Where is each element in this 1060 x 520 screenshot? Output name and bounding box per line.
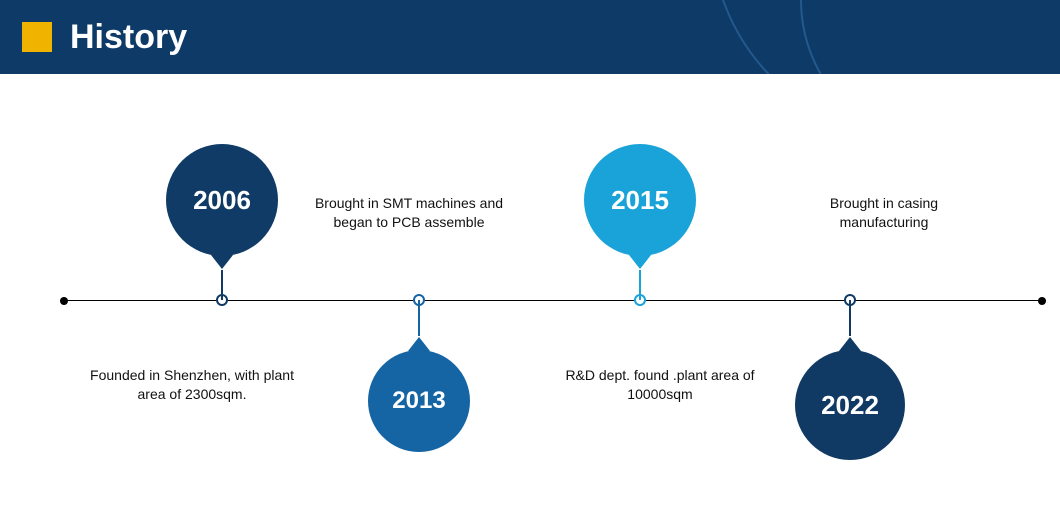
page-title: History <box>70 18 187 57</box>
year-label: 2022 <box>821 390 879 421</box>
bubble-tail-icon <box>629 255 651 269</box>
milestone-caption: R&D dept. found .plant area of 10000sqm <box>555 366 765 404</box>
milestone-caption: Brought in SMT machines and began to PCB… <box>304 194 514 232</box>
milestone-caption: Brought in casing manufacturing <box>794 194 974 232</box>
year-bubble: 2006 <box>166 144 278 256</box>
year-label: 2006 <box>193 185 251 216</box>
timeline-connector <box>849 300 851 336</box>
bubble-tail-icon <box>839 337 861 351</box>
year-bubble: 2013 <box>368 350 470 452</box>
header-accent-square <box>22 22 52 52</box>
milestone-caption: Founded in Shenzhen, with plant area of … <box>77 366 307 404</box>
timeline-connector <box>639 270 641 300</box>
year-bubble: 2022 <box>795 350 905 460</box>
bubble-tail-icon <box>408 337 430 351</box>
year-label: 2015 <box>611 185 669 216</box>
year-label: 2013 <box>392 387 445 415</box>
timeline-axis <box>0 300 1060 301</box>
year-bubble: 2015 <box>584 144 696 256</box>
axis-endpoint-left <box>60 297 68 305</box>
bubble-tail-icon <box>211 255 233 269</box>
timeline-area: 2006 Founded in Shenzhen, with plant area… <box>0 74 1060 520</box>
timeline-connector <box>221 270 223 300</box>
header-decoration-arc <box>800 0 1060 74</box>
page-header: History <box>0 0 1060 74</box>
axis-endpoint-right <box>1038 297 1046 305</box>
timeline-connector <box>418 300 420 336</box>
